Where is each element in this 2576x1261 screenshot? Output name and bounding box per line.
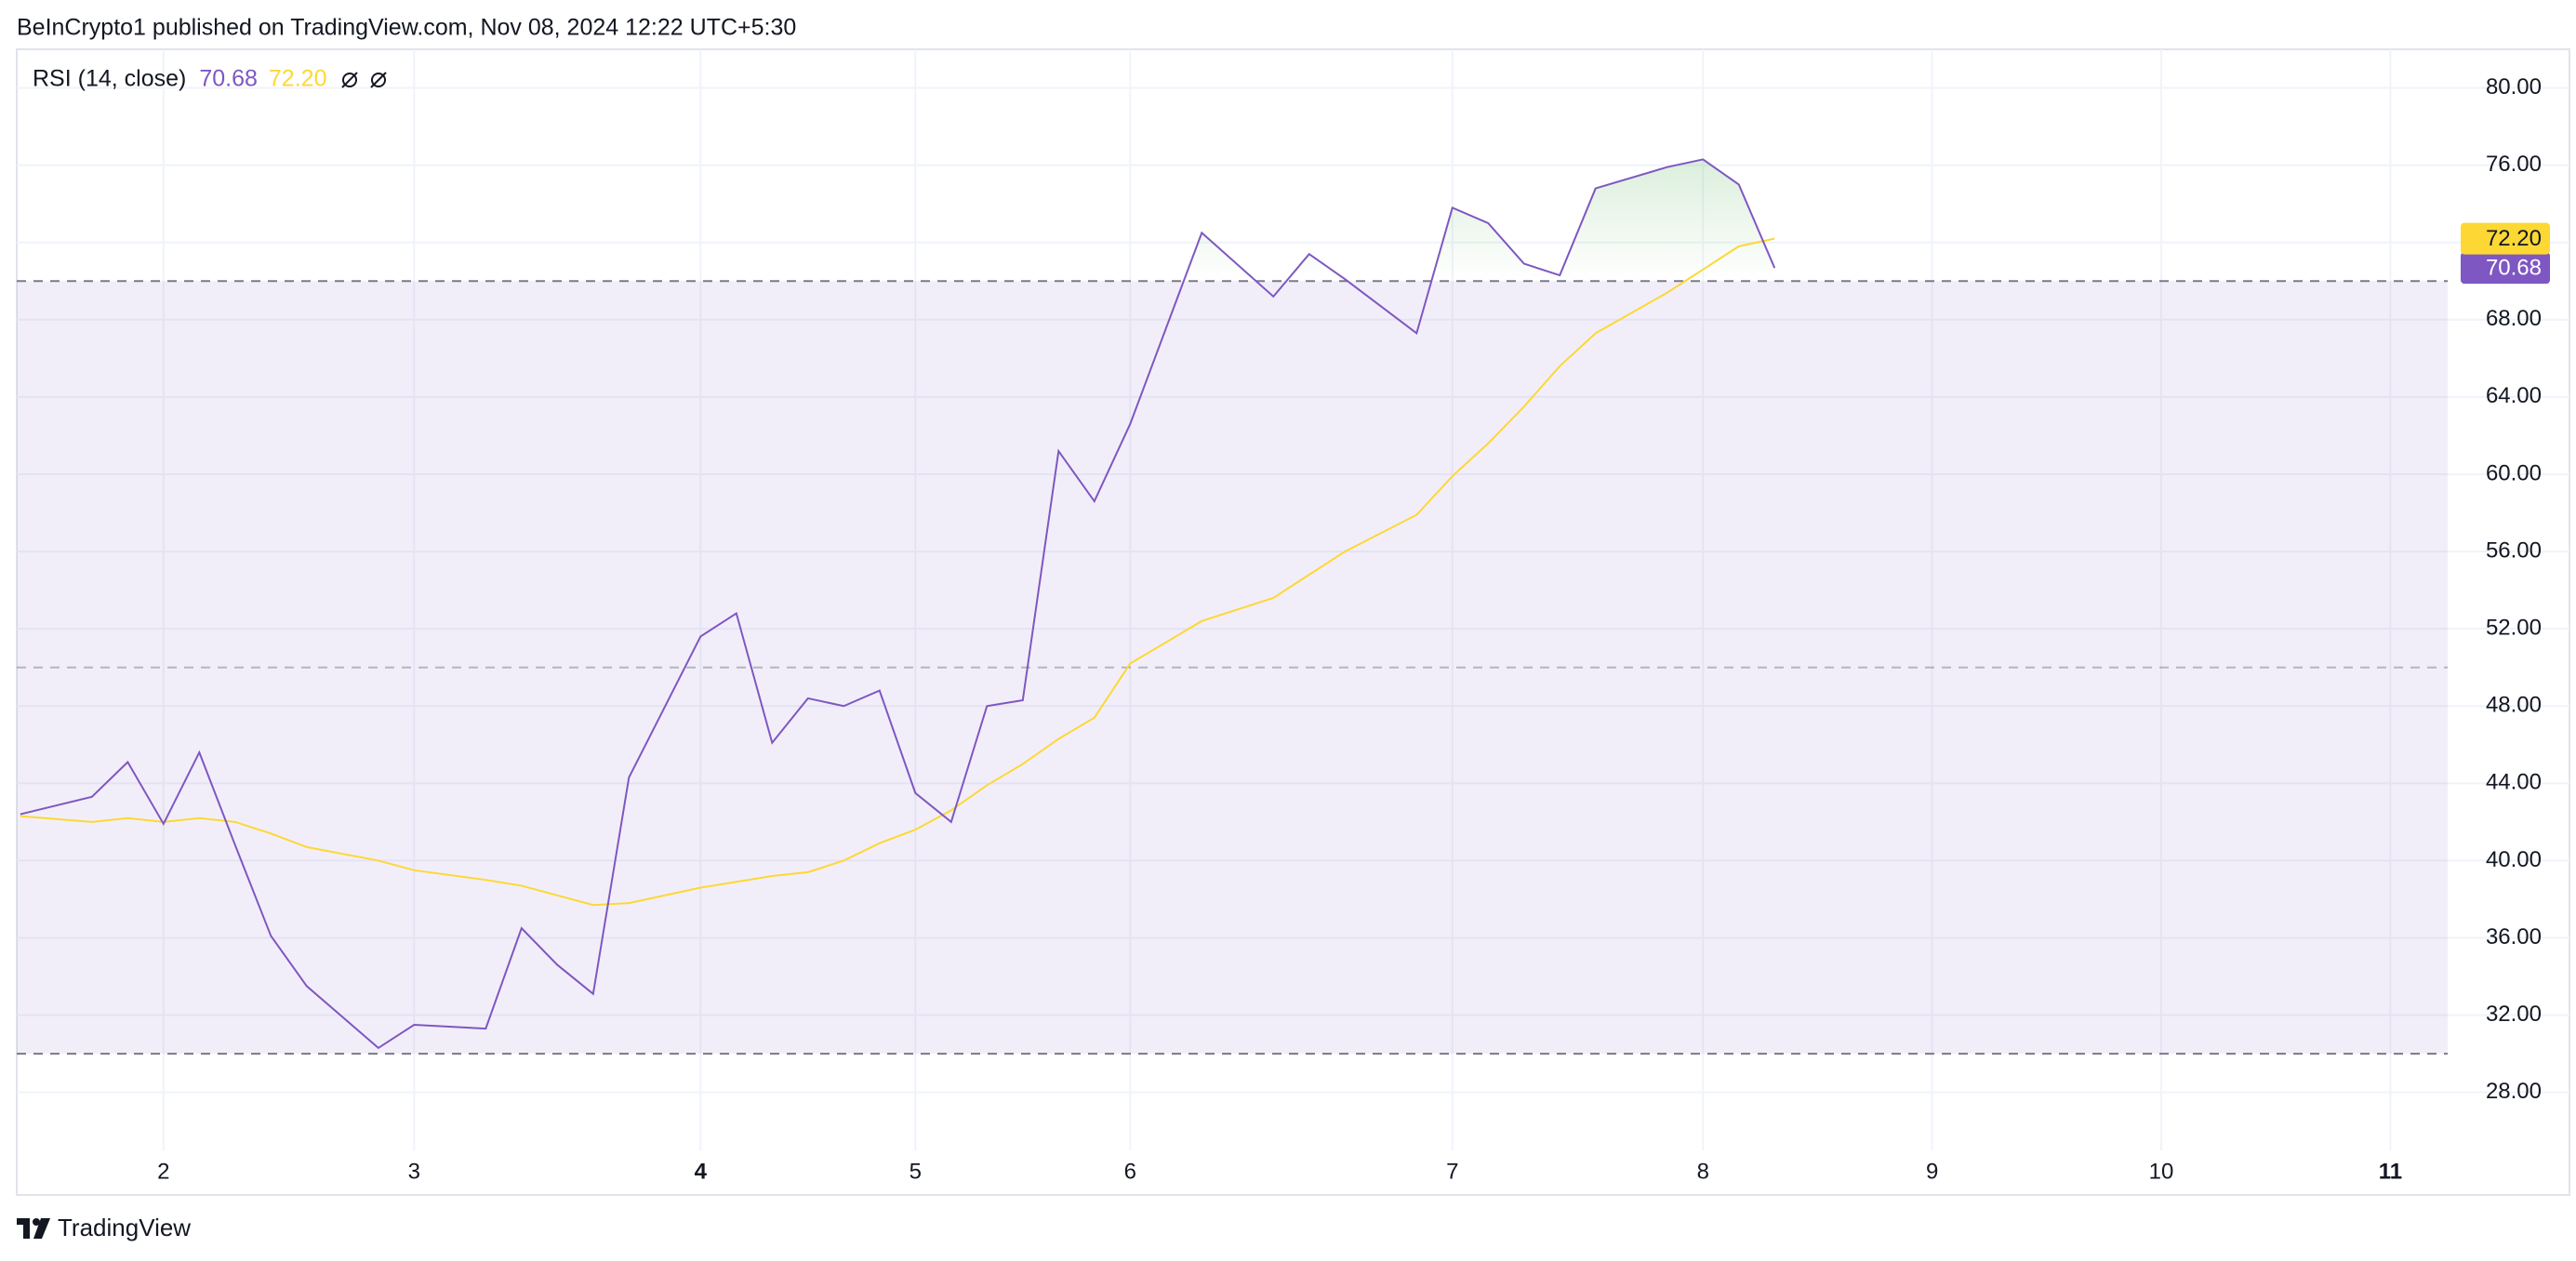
last-value-label: 72.20 [2486,226,2542,251]
last-value-badge [2461,222,2550,255]
tradingview-logo [17,1218,50,1239]
legend-label: RSI (14, close) [33,66,186,92]
y-tick-label: 36.00 [2486,924,2542,949]
x-tick-label: 11 [2379,1159,2402,1184]
bands [17,280,2448,1055]
last-value-label: 70.68 [2486,255,2542,280]
overbought-area [20,159,1775,282]
x-tick-label: 5 [910,1159,922,1184]
axes: 28.00 32.00 36.00 40.00 44.00 48.00 52.00 56.00… [157,74,2550,1184]
y-tick-label: 68.00 [2486,306,2542,331]
y-tick-label: 56.00 [2486,538,2542,563]
footer-brand: TradingView [58,1214,191,1241]
x-tick-label: 6 [1124,1159,1136,1184]
legend-value: 72.20 [269,66,327,92]
hidden-icon[interactable] [341,72,358,88]
y-tick-label: 40.00 [2486,847,2542,872]
published-header: BeInCrypto1 published on TradingView.com… [17,15,796,41]
x-tick-label: 8 [1697,1159,1709,1184]
chart-frame [16,48,2570,1196]
x-tick-label: 9 [1926,1159,1938,1184]
y-tick-label: 48.00 [2486,693,2542,718]
plot [20,158,1776,1050]
x-tick-label: 10 [2149,1159,2174,1184]
y-tick-label: 60.00 [2486,460,2542,485]
y-tick-label: 80.00 [2486,74,2542,100]
x-tick-label: 3 [408,1159,420,1184]
last-value-badge [2461,252,2550,285]
y-tick-label: 64.00 [2486,383,2542,408]
y-tick-label: 52.00 [2486,616,2542,641]
x-tick-label: 4 [695,1159,708,1184]
y-tick-label: 44.00 [2486,770,2542,795]
legend: RSI (14, close) 70.68 72.20 [33,66,387,92]
hidden-icon[interactable] [370,72,387,88]
rsi-ma-line [20,237,1775,907]
y-tick-label: 76.00 [2486,152,2542,177]
y-tick-label: 32.00 [2486,1002,2542,1027]
rsi-line [20,158,1776,1050]
y-tick-label: 28.00 [2486,1079,2542,1104]
grid [17,49,2569,1150]
x-tick-label: 7 [1446,1159,1458,1184]
x-tick-label: 2 [157,1159,169,1184]
legend-value: 70.68 [199,66,258,92]
